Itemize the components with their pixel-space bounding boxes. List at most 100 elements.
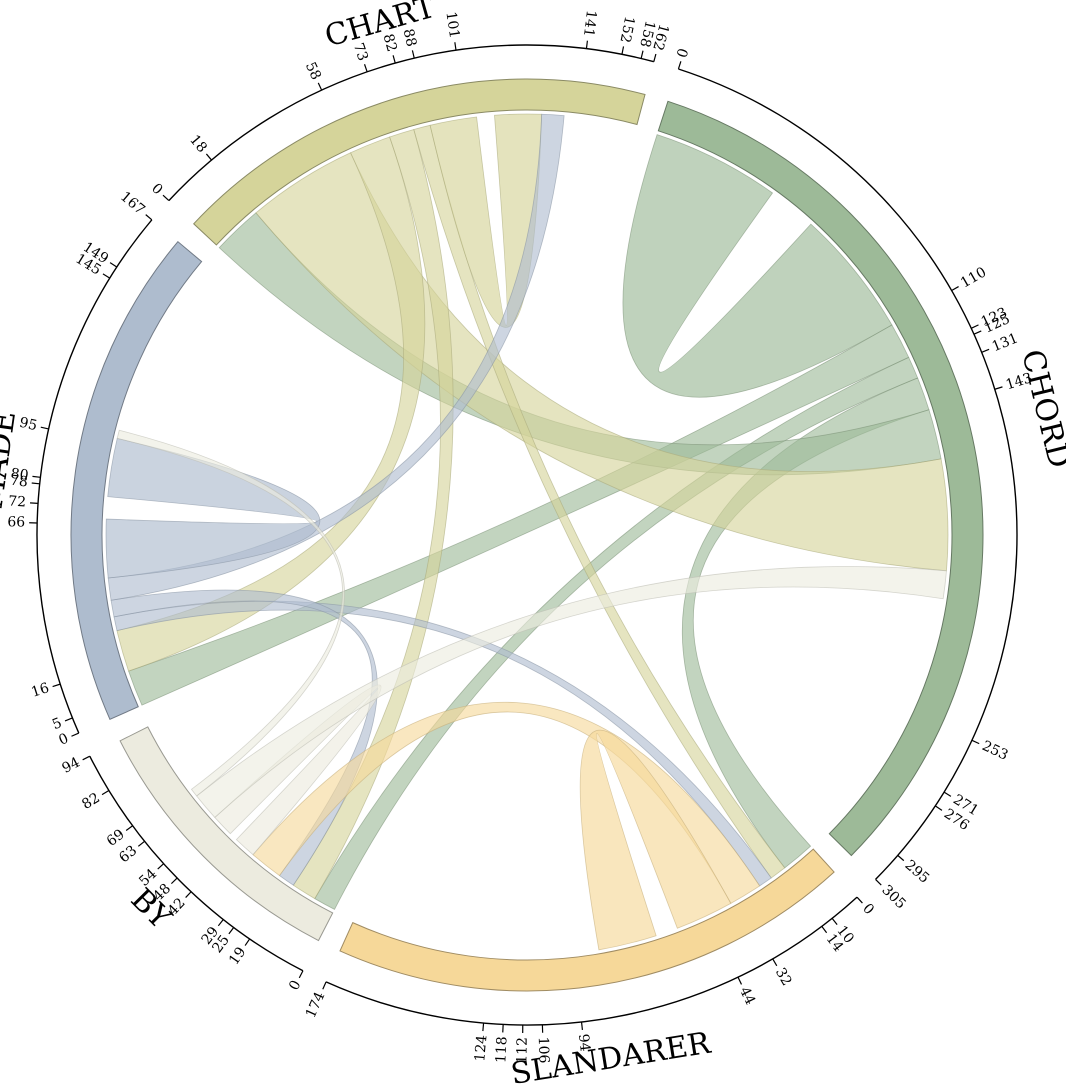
tick-chart-101 xyxy=(454,42,457,51)
tick-label-made-66: 66 xyxy=(7,514,25,530)
tick-label-slandarer-94: 94 xyxy=(575,1033,593,1053)
tick-chord-143 xyxy=(994,386,1003,390)
tick-by-42 xyxy=(185,891,192,899)
tick-chart-82 xyxy=(392,55,396,64)
tick-label-chart-141: 141 xyxy=(580,9,599,37)
tick-by-19 xyxy=(244,938,251,946)
arc-chord[interactable] xyxy=(657,100,984,857)
tick-made-149 xyxy=(109,262,118,268)
group-label-slandarer: SLANDARER xyxy=(508,1026,714,1092)
tick-label-made-72: 72 xyxy=(8,493,27,510)
tick-made-5 xyxy=(64,717,73,722)
tick-label-by-19: 19 xyxy=(226,944,249,968)
tick-chart-0 xyxy=(162,194,170,202)
tick-chord-0 xyxy=(677,61,682,70)
tick-label-chord-131: 131 xyxy=(990,330,1021,355)
tick-label-by-63: 63 xyxy=(116,843,140,867)
arc-slandarer[interactable] xyxy=(339,848,835,992)
tick-chord-125 xyxy=(973,330,982,335)
ribbon-chart-to-by[interactable] xyxy=(292,129,454,900)
tick-chart-158 xyxy=(640,50,644,59)
tick-label-chart-158: 158 xyxy=(636,19,658,49)
tick-by-69 xyxy=(125,825,133,832)
tick-by-48 xyxy=(170,877,178,885)
tick-chart-152 xyxy=(621,46,625,55)
tick-made-16 xyxy=(52,683,61,688)
tick-label-chord-143: 143 xyxy=(1004,370,1034,393)
tick-chord-131 xyxy=(981,348,990,353)
tick-label-made-16: 16 xyxy=(29,680,51,701)
tick-made-145 xyxy=(102,273,111,279)
tick-chart-88 xyxy=(411,50,415,59)
axis-ring-chord xyxy=(678,68,1018,880)
tick-made-95 xyxy=(40,426,49,430)
tick-label-chart-58: 58 xyxy=(302,60,324,83)
tick-label-by-0: 0 xyxy=(286,978,304,993)
tick-chart-58 xyxy=(317,82,323,91)
tick-by-63 xyxy=(137,840,145,847)
ribbon-by-to-chord[interactable] xyxy=(196,566,947,819)
arc-chart[interactable] xyxy=(193,78,646,246)
arc-made[interactable] xyxy=(70,240,203,720)
tick-label-chart-101: 101 xyxy=(442,11,462,40)
tick-label-slandarer-124: 124 xyxy=(472,1034,490,1062)
axis-ring-made xyxy=(36,219,153,734)
arc-by[interactable] xyxy=(119,726,334,942)
ribbon-chart-to-made[interactable] xyxy=(116,136,426,672)
tick-label-made-80: 80 xyxy=(10,466,30,484)
tick-slandarer-174 xyxy=(322,981,327,990)
axis-ring-by xyxy=(89,755,304,972)
tick-label-chart-88: 88 xyxy=(400,27,420,48)
ribbon-slandarer-to-slandarer[interactable] xyxy=(579,729,732,951)
ribbon-by-to-made[interactable] xyxy=(116,429,345,797)
group-arcs xyxy=(70,78,984,992)
tick-slandarer-44 xyxy=(737,976,743,985)
ribbon-made-to-made[interactable] xyxy=(105,437,321,579)
tick-label-chord-253: 253 xyxy=(979,738,1010,764)
axis-ring-slandarer xyxy=(325,896,858,1026)
tick-label-slandarer-106: 106 xyxy=(535,1036,552,1063)
tick-label-slandarer-118: 118 xyxy=(493,1036,510,1063)
ribbon-made-to-by[interactable] xyxy=(110,589,378,886)
tick-by-25 xyxy=(228,927,235,935)
tick-by-94 xyxy=(82,755,91,761)
tick-chart-73 xyxy=(363,64,368,73)
tick-label-by-94: 94 xyxy=(60,754,83,776)
tick-slandarer-124 xyxy=(482,1023,485,1032)
tick-label-chord-305: 305 xyxy=(878,882,908,912)
tick-slandarer-14 xyxy=(821,926,828,934)
tick-made-78 xyxy=(31,482,40,485)
tick-label-made-5: 5 xyxy=(50,715,64,733)
axis-ticks: 0110123125131143253271276295305010143244… xyxy=(7,9,1034,1064)
tick-label-chord-295: 295 xyxy=(902,857,933,887)
tick-label-chart-152: 152 xyxy=(616,15,637,44)
tick-chord-305 xyxy=(875,878,882,886)
tick-chord-276 xyxy=(934,805,943,811)
tick-slandarer-0 xyxy=(856,896,863,904)
tick-by-29 xyxy=(217,919,224,927)
tick-chord-295 xyxy=(897,854,905,862)
tick-label-made-78: 78 xyxy=(9,473,28,491)
tick-chord-271 xyxy=(943,791,952,797)
ribbon-chord-to-chord[interactable] xyxy=(622,134,893,398)
ribbon-chart-to-chart[interactable] xyxy=(429,113,543,328)
tick-label-chord-110: 110 xyxy=(958,264,989,291)
tick-made-0 xyxy=(71,732,80,737)
tick-made-80 xyxy=(32,475,41,478)
tick-slandarer-10 xyxy=(831,918,838,926)
tick-made-167 xyxy=(145,214,153,221)
tick-label-made-167: 167 xyxy=(117,189,148,218)
tick-label-slandarer-174: 174 xyxy=(303,989,329,1020)
tick-chord-123 xyxy=(970,324,979,329)
tick-label-chart-73: 73 xyxy=(350,41,371,63)
tick-by-0 xyxy=(298,970,304,979)
tick-slandarer-94 xyxy=(580,1021,584,1030)
tick-label-slandarer-44: 44 xyxy=(736,985,758,1008)
ribbon-chart-to-slandarer[interactable] xyxy=(413,124,786,879)
tick-label-chart-82: 82 xyxy=(380,32,400,53)
tick-by-82 xyxy=(101,789,110,796)
tick-slandarer-32 xyxy=(772,958,778,967)
tick-chart-18 xyxy=(205,153,212,161)
tick-chart-141 xyxy=(585,40,589,49)
